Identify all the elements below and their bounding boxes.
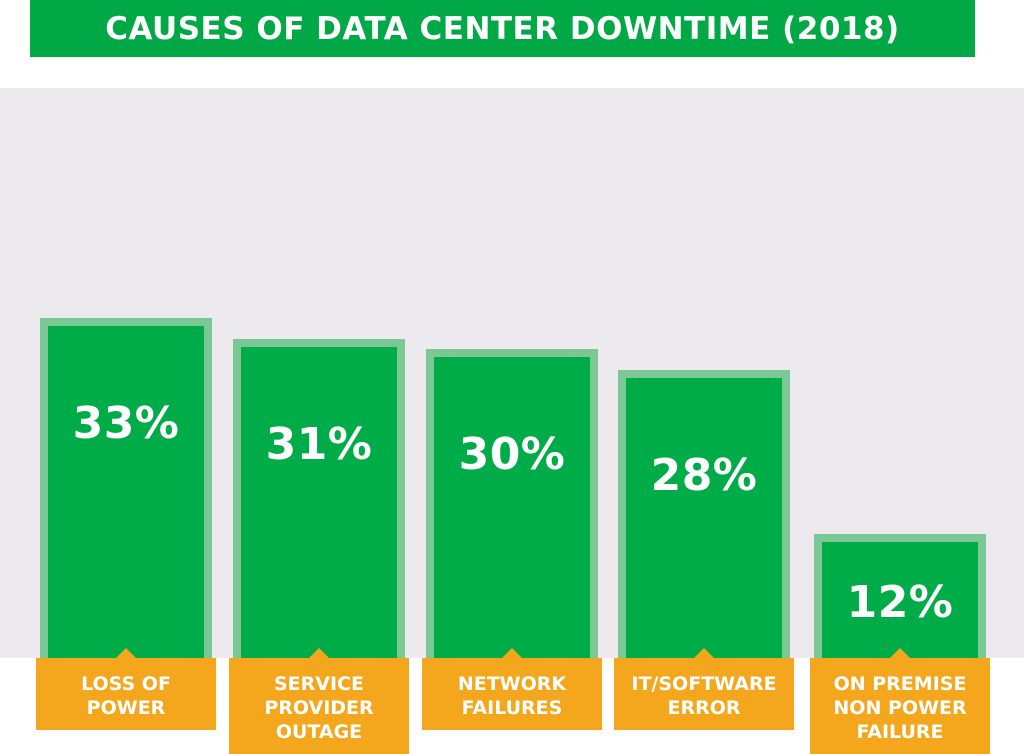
bar: 28% (618, 370, 790, 658)
bar-value-label: 12% (846, 577, 954, 628)
bar-value-label: 28% (650, 450, 758, 501)
title-banner: CAUSES OF DATA CENTER DOWNTIME (2018) (30, 0, 975, 57)
category-label: IT/SOFTWARE ERROR (614, 648, 794, 730)
chart-title: CAUSES OF DATA CENTER DOWNTIME (2018) (105, 10, 900, 47)
bar: 12% (814, 534, 986, 658)
bar-value-label: 33% (72, 398, 180, 449)
bar-value-label: 31% (265, 419, 373, 470)
bar: 31% (233, 339, 405, 658)
bar: 33% (40, 318, 212, 658)
category-label: ON PREMISE NON POWER FAILURE (810, 648, 990, 754)
category-label: SERVICE PROVIDER OUTAGE (229, 648, 409, 754)
category-label: NETWORK FAILURES (422, 648, 602, 730)
category-label: LOSS OF POWER (36, 648, 216, 730)
bar-value-label: 30% (458, 429, 566, 480)
bar: 30% (426, 349, 598, 658)
